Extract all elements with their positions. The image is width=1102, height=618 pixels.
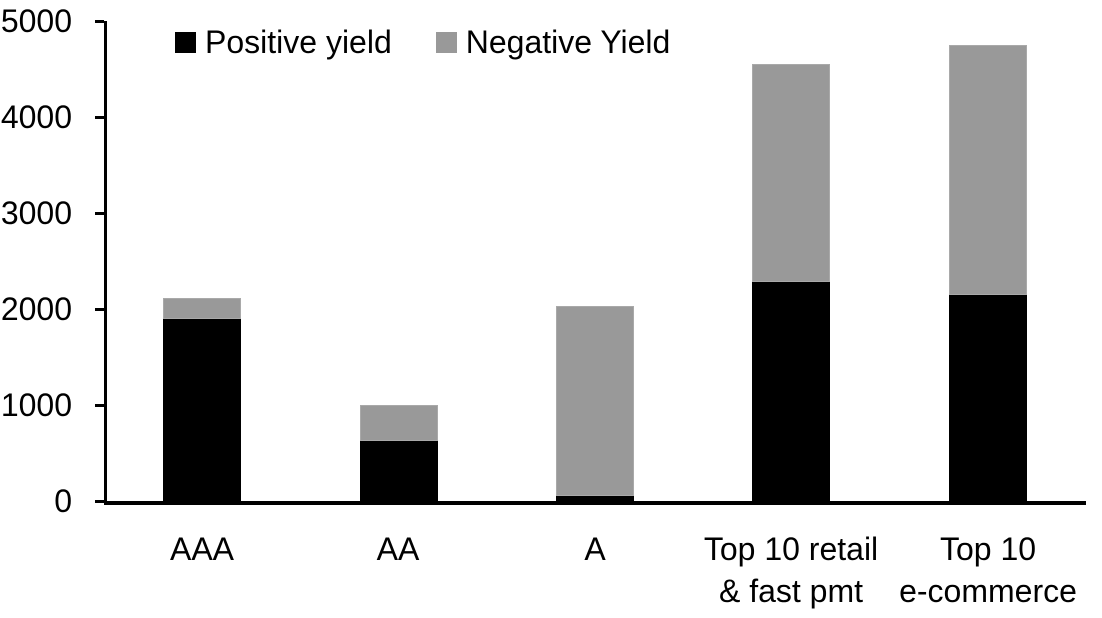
y-axis-line [104,21,107,505]
legend-swatch-positive-yield [175,31,196,53]
y-axis-tick-label-4000: 4000 [0,99,72,135]
chart-legend: Positive yield Negative Yield [175,26,670,58]
y-axis-tick-5000 [95,20,104,23]
legend-label-positive-yield: Positive yield [205,24,392,60]
bar-segment-top-10-negative-yield [949,45,1027,295]
y-axis-tick-label-5000: 5000 [0,3,72,39]
y-axis-tick-0 [95,500,104,503]
bar-segment-aa-negative-yield [360,405,438,442]
y-axis-tick-label-3000: 3000 [0,195,72,231]
x-axis-category-label-a: A [584,531,606,567]
x-axis-category-label-aaa: AAA [169,531,235,567]
bar-segment-aa-positive-yield [360,441,438,501]
y-axis-tick-1000 [95,404,104,407]
bar-segment-a-negative-yield [556,306,634,497]
x-axis-category-label-aa: AA [376,531,420,567]
x-axis-category-label-top-10-retail: Top 10 retail & fast pmt [703,531,879,609]
legend-item-negative-yield: Negative Yield [435,24,671,60]
legend-label-negative-yield: Negative Yield [465,24,671,60]
x-axis-category-label-top-10: Top 10 e-commerce [899,531,1077,609]
y-axis-tick-label-2000: 2000 [0,291,72,327]
legend-item-positive-yield: Positive yield [175,26,392,58]
y-axis-tick-4000 [95,116,104,119]
bar-segment-top-10-retail-positive-yield [752,282,830,501]
bar-segment-top-10-retail-negative-yield [752,64,830,283]
x-axis-line [104,501,1086,505]
bar-segment-a-positive-yield [556,496,634,501]
y-axis-tick-label-1000: 1000 [0,387,72,423]
bar-segment-aaa-negative-yield [163,298,241,319]
y-axis-tick-2000 [95,308,104,311]
y-axis-tick-label-0: 0 [54,483,72,519]
bar-segment-top-10-positive-yield [949,294,1027,501]
y-axis-tick-3000 [95,212,104,215]
legend-swatch-negative-yield [435,31,457,53]
bar-segment-aaa-positive-yield [163,318,241,501]
